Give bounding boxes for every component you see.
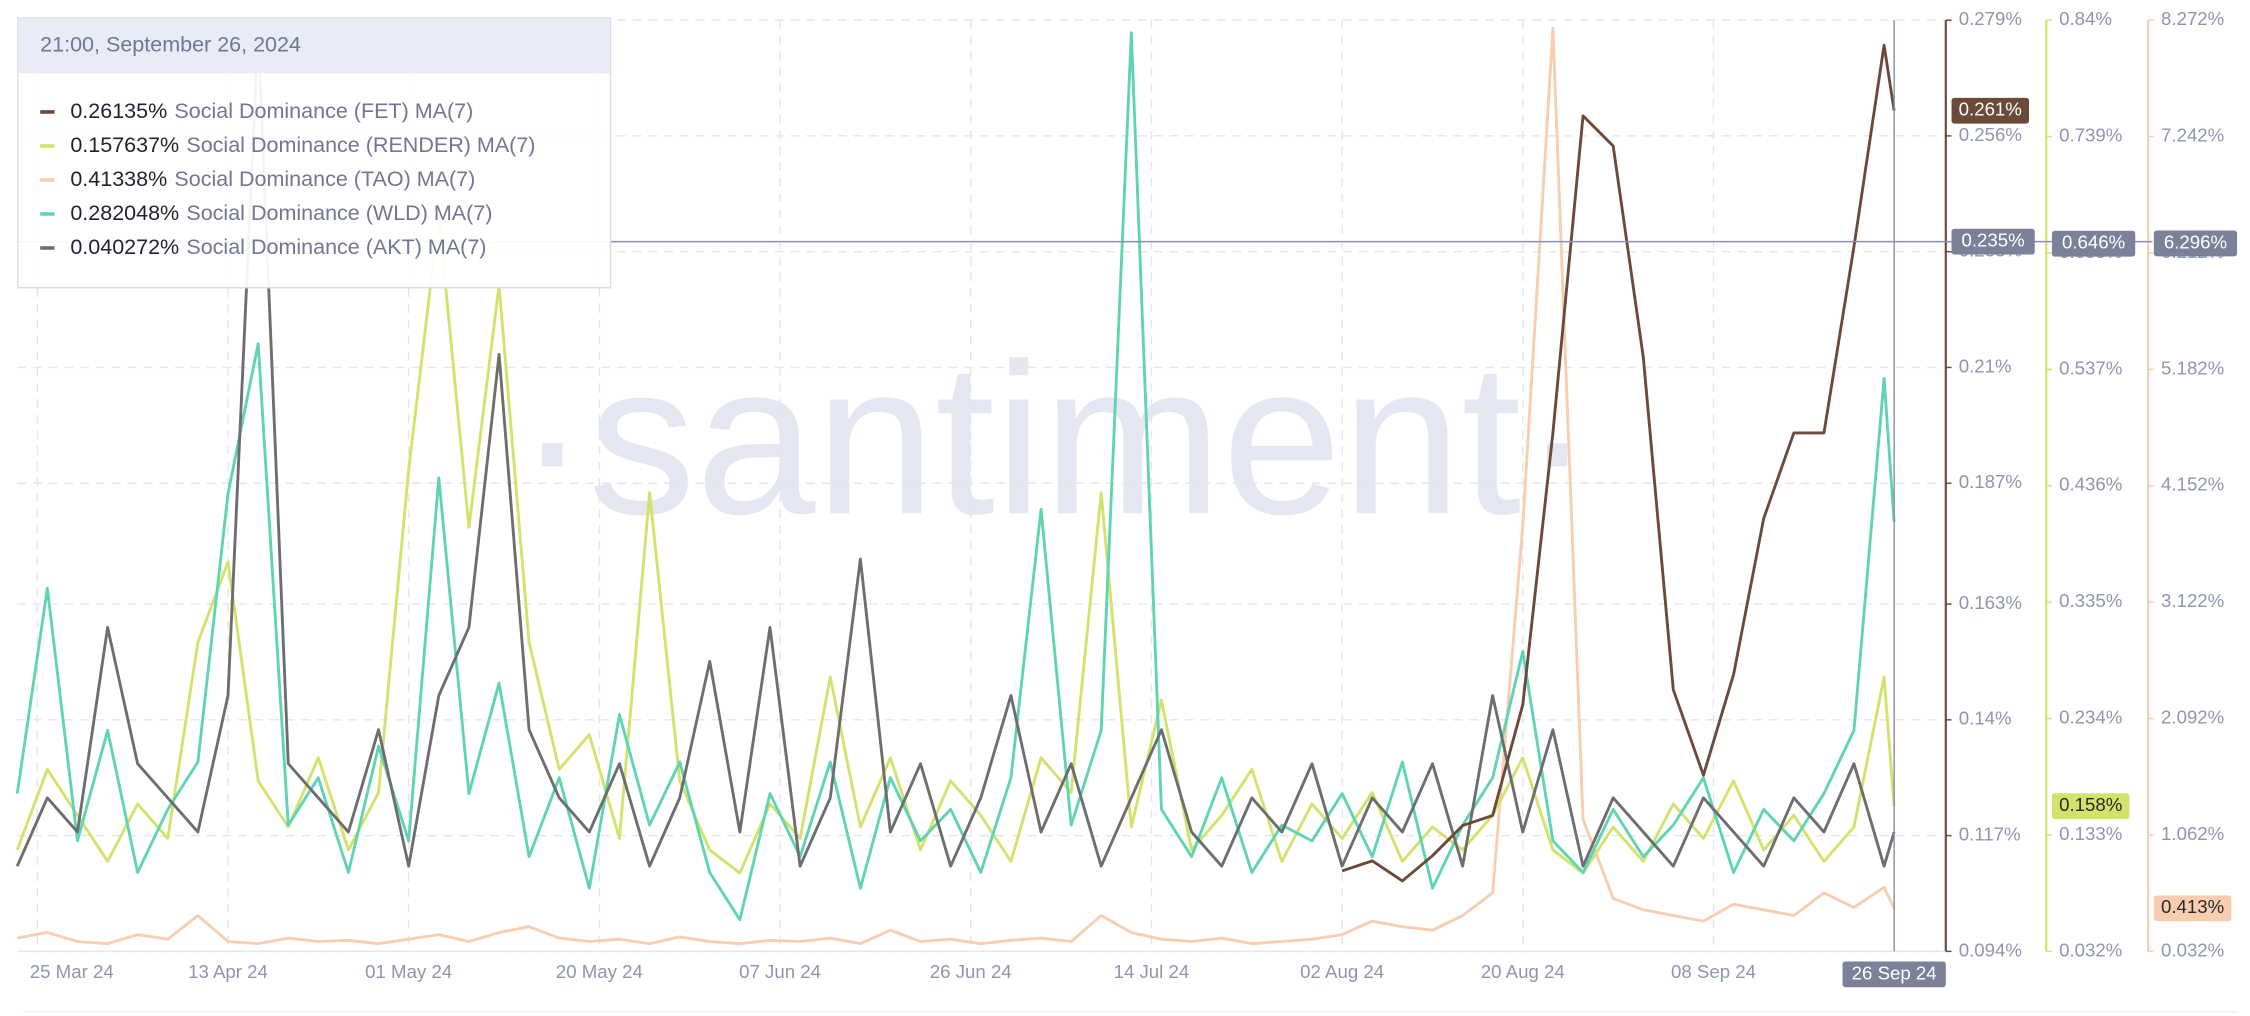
legend-value: 0.26135%	[70, 99, 167, 123]
legend-entry: 0.040272% Social Dominance (AKT) MA(7)	[70, 235, 486, 259]
y-tick-label: 0.163%	[1959, 592, 2022, 613]
y-tick-label: 4.152%	[2161, 474, 2224, 495]
series-line	[1341, 43, 1896, 883]
legend-entry: 0.41338% Social Dominance (TAO) MA(7)	[70, 167, 475, 191]
y-tick-label: 8.272%	[2161, 8, 2224, 29]
crosshair-date: 26 Sep 24	[1852, 962, 1937, 983]
tooltip-header	[18, 18, 610, 74]
legend-name: Social Dominance (AKT) MA(7)	[186, 235, 486, 259]
crosshair-label: 0.646%	[2062, 232, 2125, 253]
last-value-badge	[2051, 793, 2130, 820]
y-tick-label: 3.122%	[2161, 590, 2224, 611]
x-tick-label: 25 Mar 24	[30, 961, 114, 982]
y-tick-label: 0.032%	[2059, 939, 2122, 960]
legend-value: 0.41338%	[70, 167, 167, 191]
x-tick-label: 13 Apr 24	[188, 961, 268, 982]
legend-entry: 0.26135% Social Dominance (FET) MA(7)	[70, 99, 473, 123]
crosshair-date-badge	[1842, 961, 1946, 988]
series-line	[16, 26, 1896, 946]
legend-name: Social Dominance (RENDER) MA(7)	[186, 133, 535, 157]
legend-name: Social Dominance (TAO) MA(7)	[174, 167, 475, 191]
last-value-label: 0.158%	[2059, 794, 2122, 815]
x-tick-label: 14 Jul 24	[1114, 961, 1190, 982]
legend-value: 0.040272%	[70, 235, 179, 259]
y-tick-label: 0.436%	[2059, 474, 2122, 495]
y-tick-label: 7.242%	[2161, 124, 2224, 145]
crosshair-badge	[2051, 230, 2136, 257]
y-tick-label: 0.117%	[1959, 824, 2021, 845]
legend-value: 0.282048%	[70, 201, 179, 225]
last-value-label: 0.413%	[2161, 896, 2224, 917]
y-tick-label: 0.537%	[2059, 357, 2122, 378]
tooltip-title: 21:00, September 26, 2024	[40, 33, 301, 57]
y-tick-label: 0.032%	[2161, 939, 2224, 960]
last-value-badge	[1951, 97, 2030, 124]
crosshair-label: 6.296%	[2164, 231, 2227, 252]
last-value-label: 0.261%	[1959, 99, 2022, 120]
legend-value: 0.157637%	[70, 133, 179, 157]
series-line	[15, 31, 1896, 922]
y-tick-label: 0.14%	[1959, 708, 2012, 729]
legend-entry: 0.157637% Social Dominance (RENDER) MA(7)	[70, 133, 535, 157]
y-tick-label: 0.21%	[1959, 355, 2012, 376]
last-value-badge	[2153, 895, 2232, 922]
y-tick-label: 0.234%	[2059, 707, 2122, 728]
x-tick-label: 26 Jun 24	[930, 961, 1012, 982]
x-tick-label: 01 May 24	[365, 961, 452, 982]
crosshair-badge	[2153, 230, 2238, 257]
y-tick-label: 0.335%	[2059, 590, 2122, 611]
y-tick-label: 0.187%	[1959, 471, 2022, 492]
crosshair-label: 0.235%	[1962, 230, 2025, 251]
x-tick-label: 08 Sep 24	[1671, 961, 1756, 982]
y-tick-label: 0.279%	[1959, 8, 2022, 29]
y-tick-label: 0.094%	[1959, 939, 2022, 960]
tooltip: 21:00, September 26, 2024 0.26135% Social …	[17, 17, 612, 289]
legend-name: Social Dominance (WLD) MA(7)	[186, 201, 492, 225]
y-tick-label: 0.133%	[2059, 823, 2122, 844]
series-line	[15, 28, 1896, 868]
y-tick-label: 0.84%	[2059, 8, 2112, 29]
x-tick-label: 02 Aug 24	[1300, 961, 1384, 982]
legend-entry: 0.282048% Social Dominance (WLD) MA(7)	[70, 201, 492, 225]
y-tick-label: 2.092%	[2161, 707, 2224, 728]
y-tick-label: 0.256%	[1959, 124, 2022, 145]
y-tick-label: 0.739%	[2059, 124, 2122, 145]
x-tick-label: 20 Aug 24	[1481, 961, 1565, 982]
crosshair-badge	[1951, 228, 2035, 255]
watermark: ·santiment·	[516, 318, 1593, 559]
series-line	[15, 214, 1896, 875]
x-tick-label: 07 Jun 24	[739, 961, 821, 982]
y-tick-label: 5.182%	[2161, 357, 2224, 378]
x-tick-label: 20 May 24	[556, 961, 643, 982]
legend-name: Social Dominance (FET) MA(7)	[174, 99, 473, 123]
y-tick-label: 1.062%	[2161, 823, 2224, 844]
